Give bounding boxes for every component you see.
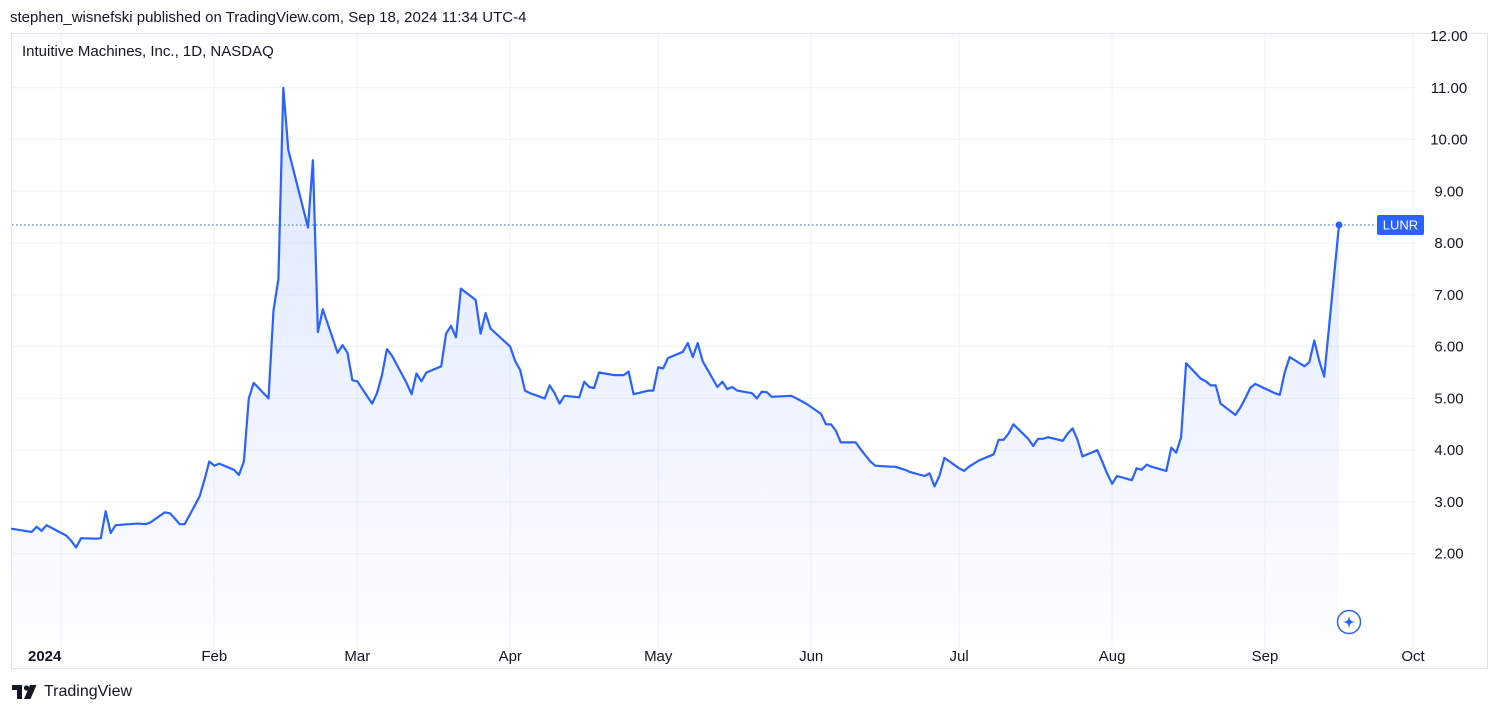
last-price-marker: LUNR [12, 214, 1424, 235]
area-fill [12, 87, 1339, 641]
y-tick-label: 7.00 [1434, 287, 1463, 304]
x-tick-label: Aug [1099, 648, 1126, 665]
x-tick-label: Oct [1401, 648, 1425, 665]
footer-brand[interactable]: TradingView [12, 682, 132, 702]
symbol-info: Intuitive Machines, Inc., 1D, NASDAQ [22, 43, 274, 60]
x-tick-label: Jun [799, 648, 823, 665]
tradingview-logo-icon [12, 685, 37, 699]
y-tick-label: 6.00 [1434, 339, 1463, 356]
x-tick-label: Jul [950, 648, 969, 665]
brand-name: TradingView [44, 683, 133, 700]
x-tick-label: Apr [499, 648, 522, 665]
symbol-badge-label: LUNR [1383, 217, 1418, 232]
symbol-badge [1377, 214, 1424, 235]
sparkle-icon[interactable] [1336, 609, 1362, 635]
y-tick-label: 9.00 [1434, 183, 1463, 200]
y-tick-label: 11.00 [1431, 80, 1467, 97]
x-tick-label: May [644, 648, 673, 665]
y-tick-label: 5.00 [1434, 390, 1463, 407]
price-line [10, 86, 1341, 549]
x-tick-label: 2024 [28, 648, 62, 665]
y-tick-label: 12.00 [1430, 28, 1468, 45]
y-axis: 2.00 3.00 4.00 5.00 6.00 7.00 8.00 9.00 10.00 11.… [1430, 28, 1468, 563]
y-tick-label: 2.00 [1434, 546, 1463, 563]
price-series [10, 86, 1341, 549]
last-price-dot [1335, 221, 1343, 229]
x-tick-label: Mar [344, 648, 370, 665]
x-tick-label: Feb [201, 648, 227, 665]
x-tick-label: Sep [1252, 648, 1279, 665]
y-tick-label: 4.00 [1434, 442, 1463, 459]
y-tick-label: 3.00 [1434, 494, 1463, 511]
y-tick-label: 10.00 [1430, 132, 1468, 149]
x-axis: 2024 Feb Mar Apr May Jun Jul Aug Sep Oct [28, 648, 1425, 665]
chart-frame [11, 33, 1488, 669]
publish-info: stephen_wisnefski published on TradingVi… [10, 9, 527, 26]
area-fill-path [12, 87, 1339, 641]
y-tick-label: 8.00 [1434, 235, 1463, 252]
